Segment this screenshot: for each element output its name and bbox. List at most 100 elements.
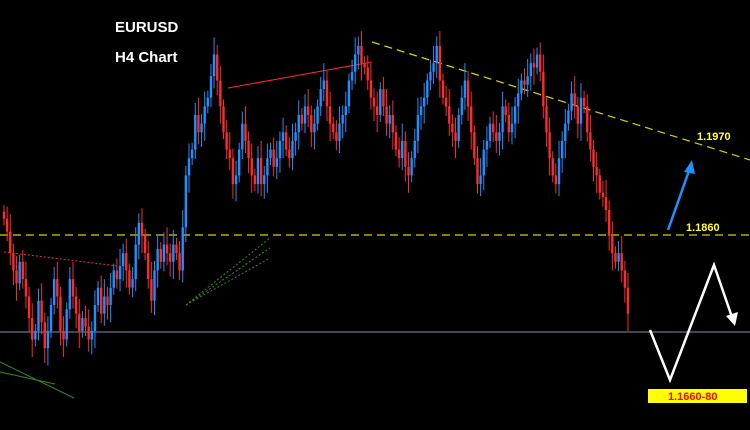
candle-body [322, 80, 326, 90]
candle-body [341, 115, 344, 124]
target-badge [648, 389, 747, 403]
candle-body [598, 175, 601, 193]
candle-body [49, 305, 53, 331]
candle-body [203, 106, 206, 124]
candle-body [56, 279, 59, 297]
candle-body [422, 97, 426, 107]
candle-body [353, 54, 357, 72]
candle-body [93, 305, 97, 331]
candle-body [407, 166, 410, 176]
candle-body [115, 270, 119, 280]
candle-body [479, 175, 482, 185]
candle-body [15, 270, 18, 284]
candle-body [488, 123, 492, 141]
candle-body [162, 244, 166, 262]
candle-body [194, 115, 197, 150]
candle-body [168, 253, 172, 262]
candle-body [65, 309, 68, 340]
candle-body [27, 296, 31, 318]
candle-body [313, 123, 316, 133]
candle-body [266, 158, 269, 176]
candle-body [526, 76, 529, 85]
candle-body [375, 106, 379, 115]
candle-body [498, 132, 501, 141]
candle-body [564, 123, 567, 141]
candle-body [165, 244, 169, 254]
candle-body [510, 123, 514, 133]
candle-body [419, 106, 423, 115]
candle-body [269, 149, 272, 159]
candle-body [297, 115, 300, 133]
candle-body [263, 175, 266, 185]
candle-body [40, 300, 43, 323]
candle-body [37, 300, 40, 331]
candle-body [451, 123, 454, 133]
candle-body [501, 106, 504, 133]
candle-body [197, 115, 200, 133]
candle-body [441, 80, 445, 98]
candle-body [288, 149, 291, 159]
candle-body [532, 63, 536, 68]
candle-body [172, 244, 175, 262]
candle-body [9, 231, 12, 254]
candle-body [71, 279, 75, 297]
candle-body [103, 296, 106, 314]
candle-body [81, 317, 84, 331]
candle-body [517, 93, 520, 107]
resistance-level-label: 1.1970 [697, 131, 731, 143]
candle-body [617, 253, 620, 262]
candle-body [592, 149, 595, 167]
candle-body [96, 287, 100, 305]
fan-line-2 [185, 247, 271, 306]
candle-body [21, 261, 25, 280]
candle-body [344, 106, 347, 115]
candle-body [347, 80, 351, 107]
candle-body [416, 115, 420, 141]
candle-body [611, 235, 614, 254]
candle-body [219, 80, 222, 107]
candle-body [222, 106, 225, 133]
candle-body [614, 253, 617, 262]
candle-body [529, 63, 532, 77]
candle-body [601, 192, 605, 198]
candle-body [520, 80, 523, 94]
candle-body [147, 253, 150, 280]
candle-body [150, 279, 153, 301]
candle-body [143, 235, 147, 254]
candle-body [5, 218, 9, 232]
candle-body [31, 317, 34, 340]
candle-body [523, 80, 526, 85]
candle-body [109, 287, 112, 305]
candle-body [332, 123, 335, 133]
candle-body [59, 296, 62, 331]
candle-body [181, 227, 184, 271]
left-trendline-red [3, 251, 119, 267]
candle-body [241, 123, 244, 150]
fan-line-1 [185, 237, 271, 306]
candle-body [410, 158, 413, 176]
chart-subtitle: H4 Chart [115, 49, 178, 66]
candle-body [106, 296, 109, 305]
candle-body [379, 89, 382, 115]
candle-body [100, 287, 103, 314]
candle-body [357, 45, 360, 55]
candle-body [212, 54, 216, 77]
candle-body [78, 313, 81, 331]
candle-body [46, 330, 50, 349]
candle-body [140, 222, 144, 236]
candle-body [435, 45, 438, 64]
candle-body [325, 80, 329, 107]
candle-body [335, 132, 338, 141]
candle-body [137, 222, 141, 245]
candle-body [319, 89, 322, 107]
candle-body [256, 158, 260, 185]
candle-body [12, 253, 15, 271]
candle-body [62, 330, 65, 340]
candle-body [426, 80, 429, 98]
candle-body [404, 140, 407, 167]
candle-body [285, 132, 288, 150]
candle-body [234, 175, 238, 185]
candle-body [470, 106, 473, 133]
candle-body [579, 97, 583, 124]
